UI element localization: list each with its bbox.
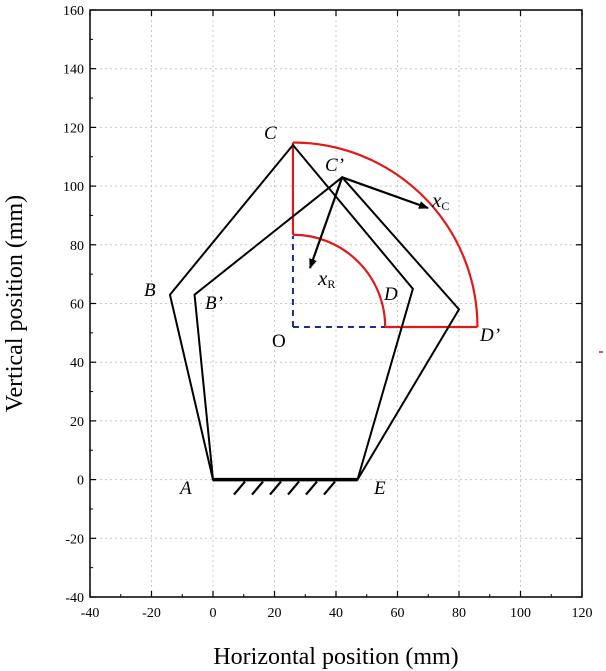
ground-hatch [323, 480, 336, 496]
xC-arrow [341, 176, 429, 210]
xC-subscript: C [441, 199, 449, 213]
y-tick-label: 80 [70, 239, 84, 254]
ground-hatch [305, 480, 318, 496]
outer-workspace-arc [292, 141, 479, 327]
plot-frame [89, 9, 583, 598]
xR-subscript: R [327, 277, 335, 291]
inner-workspace-arc [292, 233, 387, 327]
xR-symbol: x [317, 266, 328, 290]
y-tick-label: 140 [63, 63, 84, 78]
y-tick-label: 0 [77, 474, 84, 489]
ground-hatch [233, 480, 246, 496]
x-tick-label: 120 [572, 606, 593, 621]
point-label-b: B [144, 280, 156, 301]
y-tick-label: 100 [63, 180, 84, 195]
linkage-shapes [168, 141, 603, 496]
xR-label: xR [317, 266, 335, 291]
x-tick-label: -40 [81, 606, 100, 621]
x-tick-label: 80 [452, 606, 466, 621]
y-tick-label: 120 [63, 121, 84, 136]
ground-hatch [269, 480, 282, 496]
ground-hatch [287, 480, 300, 496]
x-tick-label: 20 [268, 606, 282, 621]
point-label-d: D [383, 284, 398, 305]
tick-labels: -40 -20 0 20 40 60 80 100 120 -40 -20 0 20 40 60 80 100 1… [63, 4, 593, 621]
point-label-o: O [272, 331, 286, 352]
y-tick-label: 160 [63, 4, 84, 19]
y-tick-label: 40 [70, 356, 84, 371]
point-label-a: A [178, 478, 192, 499]
x-tick-label: 40 [329, 606, 343, 621]
xR-arrow [308, 176, 344, 269]
y-tick-label: 60 [70, 298, 84, 313]
xC-label: xC [431, 188, 449, 213]
y-tick-label: 20 [70, 415, 84, 430]
x-axis-title: Horizontal position (mm) [213, 644, 458, 670]
point-label-c: C [264, 123, 277, 144]
point-label-cp: C’ [325, 155, 344, 176]
x-tick-label: 100 [510, 606, 531, 621]
x-tick-label: 60 [391, 606, 405, 621]
point-label-e: E [373, 478, 386, 499]
x-tick-label: 0 [210, 606, 217, 621]
point-label-dp: D’ [479, 325, 500, 346]
x-tick-label: -20 [142, 606, 161, 621]
y-tick-label: -20 [65, 532, 84, 547]
gridlines [90, 10, 582, 597]
y-tick-label: -40 [65, 591, 84, 606]
xC-symbol: x [431, 188, 442, 212]
y-axis-title: Vertical position (mm) [2, 195, 28, 412]
ground-hatch [251, 480, 264, 496]
point-label-bp: B’ [205, 293, 223, 314]
